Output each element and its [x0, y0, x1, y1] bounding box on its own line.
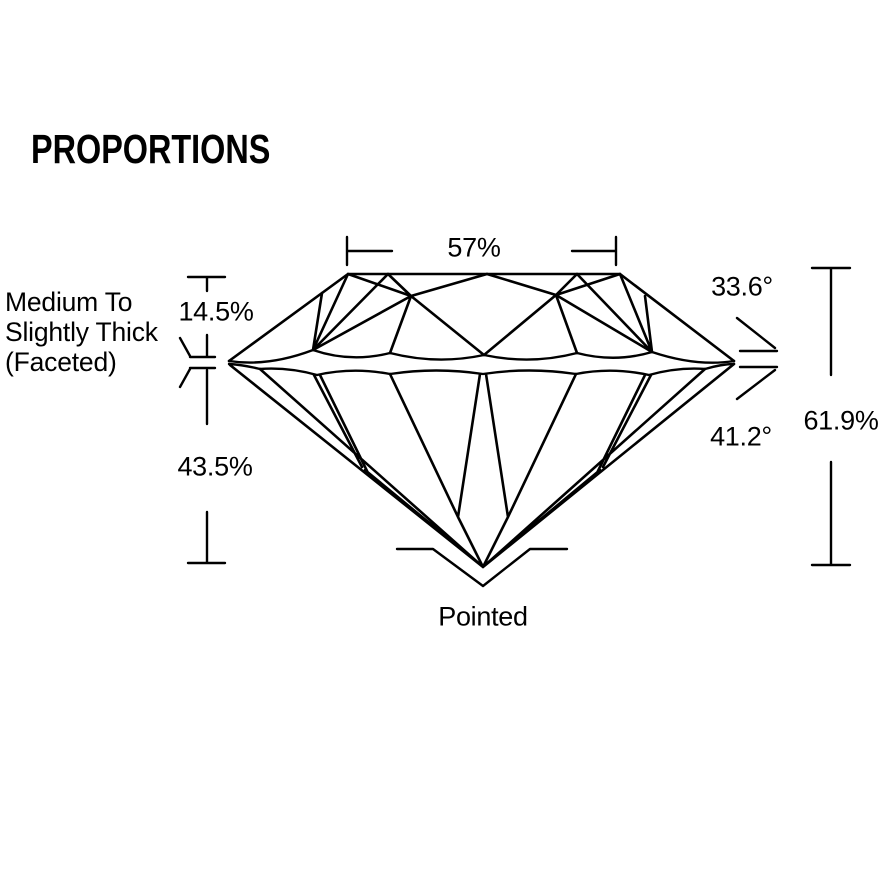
- pavilion-angle-marker: [735, 365, 779, 401]
- crown-outline: [227, 272, 736, 363]
- culet-label: Pointed: [438, 601, 528, 632]
- girdle-description: Medium To Slightly Thick (Faceted): [5, 287, 158, 377]
- pavilion-facets: [228, 362, 736, 569]
- girdle-description-line3: (Faceted): [5, 347, 117, 377]
- crown-angle-label: 33.6°: [711, 271, 773, 302]
- total-depth-label: 61.9%: [803, 405, 879, 436]
- girdle-description-line1: Medium To: [5, 287, 133, 317]
- crown-height-dimension: [186, 275, 227, 358]
- pavilion-depth-label: 43.5%: [177, 451, 253, 482]
- table-width-label: 57%: [447, 232, 501, 263]
- culet-marker: [395, 547, 569, 588]
- table-width-dimension: [345, 235, 618, 267]
- total-depth-dimension: [810, 266, 852, 567]
- girdle-description-line2: Slightly Thick: [5, 317, 158, 347]
- girdle-thickness-ticks: [178, 336, 217, 389]
- crown-angle-marker: [735, 316, 779, 353]
- page-title: PROPORTIONS: [31, 126, 271, 172]
- girdle: [227, 348, 736, 377]
- pavilion-angle-label: 41.2°: [710, 421, 772, 452]
- pavilion-depth-dimension: [186, 368, 227, 565]
- crown-height-label: 14.5%: [178, 296, 254, 327]
- crown-facets: [311, 272, 654, 357]
